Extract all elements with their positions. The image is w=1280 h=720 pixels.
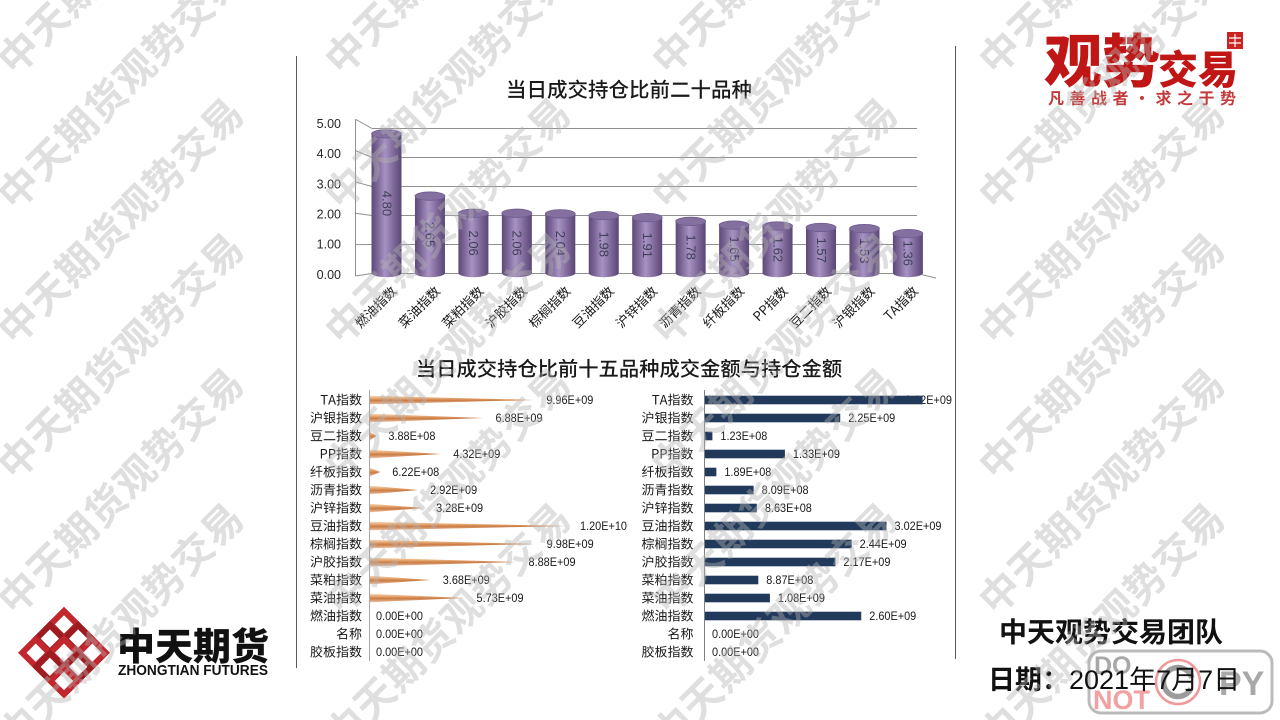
svg-text:1.62: 1.62 bbox=[770, 237, 785, 262]
svg-text:2.00: 2.00 bbox=[317, 207, 341, 221]
svg-text:5.00: 5.00 bbox=[317, 117, 341, 131]
svg-text:4.80: 4.80 bbox=[379, 191, 394, 216]
svg-text:2.60E+09: 2.60E+09 bbox=[869, 609, 916, 623]
svg-text:8.63E+08: 8.63E+08 bbox=[765, 501, 812, 515]
svg-text:8.88E+09: 8.88E+09 bbox=[529, 555, 576, 569]
svg-text:3.28E+09: 3.28E+09 bbox=[436, 501, 483, 515]
svg-text:DO: DO bbox=[1094, 652, 1132, 680]
svg-text:0.00E+00: 0.00E+00 bbox=[376, 609, 423, 623]
svg-text:3.02E+09: 3.02E+09 bbox=[895, 519, 942, 533]
svg-text:PY: PY bbox=[1219, 665, 1265, 703]
svg-text:4.00: 4.00 bbox=[317, 147, 341, 161]
svg-text:7: 7 bbox=[1156, 665, 1171, 695]
svg-text:ZHONGTIAN FUTURES: ZHONGTIAN FUTURES bbox=[118, 662, 268, 679]
svg-text:1.23E+08: 1.23E+08 bbox=[720, 429, 767, 443]
svg-text:0.00: 0.00 bbox=[317, 268, 341, 282]
svg-text:9.98E+09: 9.98E+09 bbox=[547, 537, 594, 551]
svg-text:3.00: 3.00 bbox=[317, 177, 341, 191]
svg-text:1.89E+08: 1.89E+08 bbox=[724, 465, 771, 479]
svg-text:1.57: 1.57 bbox=[814, 238, 829, 263]
svg-text:1.78: 1.78 bbox=[683, 235, 698, 260]
svg-text:0.00E+00: 0.00E+00 bbox=[376, 627, 423, 641]
svg-text:NOT: NOT bbox=[1093, 685, 1151, 715]
svg-text:2.06: 2.06 bbox=[466, 230, 481, 255]
svg-text:1.98: 1.98 bbox=[597, 232, 612, 257]
svg-text:2.06: 2.06 bbox=[510, 230, 525, 255]
svg-text:7: 7 bbox=[1198, 665, 1213, 695]
svg-text:3.88E+08: 3.88E+08 bbox=[388, 429, 435, 443]
svg-text:1.00: 1.00 bbox=[317, 238, 341, 252]
svg-text:9.96E+09: 9.96E+09 bbox=[546, 393, 593, 407]
svg-text:2.44E+09: 2.44E+09 bbox=[860, 537, 907, 551]
svg-text:6.22E+08: 6.22E+08 bbox=[392, 465, 439, 479]
svg-text:1.91: 1.91 bbox=[640, 233, 655, 258]
svg-text:1.36: 1.36 bbox=[901, 241, 916, 266]
svg-text:1.20E+10: 1.20E+10 bbox=[580, 519, 627, 533]
